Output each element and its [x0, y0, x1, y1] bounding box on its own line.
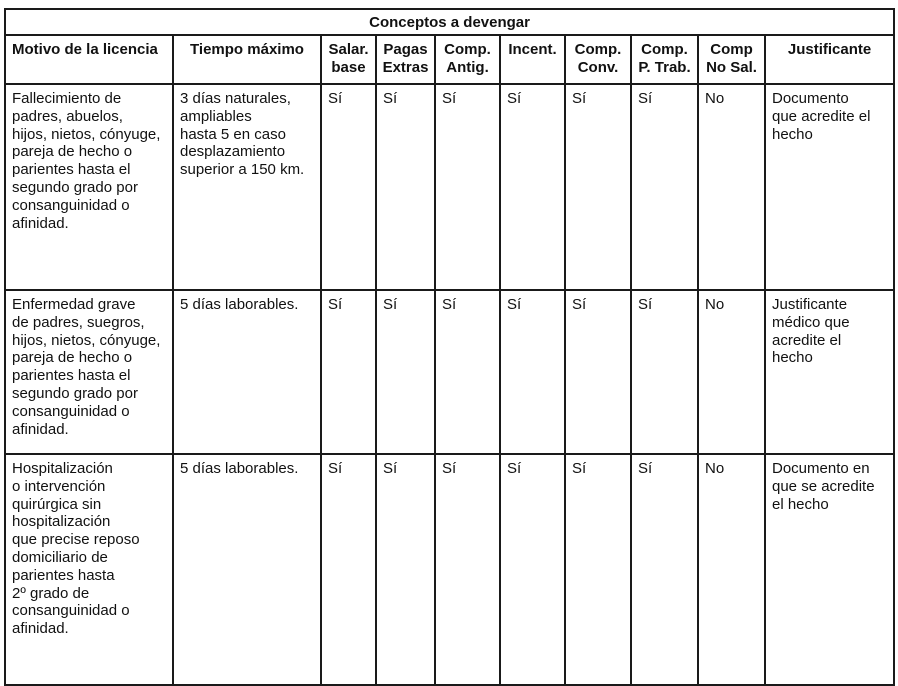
col-comp-conv: Comp. Conv. [564, 34, 632, 85]
column-header-row: Motivo de la licencia Tiempo máximo Sala… [4, 34, 896, 85]
cell: Sí [320, 83, 377, 291]
cell: Sí [630, 289, 699, 455]
col-incent: Incent. [499, 34, 566, 85]
cell: Sí [630, 83, 699, 291]
col-justificante: Justificante [763, 34, 896, 85]
col-salario-base: Salar. base [320, 34, 377, 85]
cell: Sí [375, 289, 436, 455]
col-comp-antig: Comp. Antig. [434, 34, 501, 85]
cell: Justificante médico que acredite el hech… [763, 289, 896, 455]
cell: Sí [434, 83, 501, 291]
cell: Sí [564, 83, 632, 291]
cell: Sí [320, 453, 377, 686]
table-row: Hospitalización o intervención quirúrgic… [4, 453, 896, 686]
licencias-table: Conceptos a devengar Motivo de la licenc… [3, 8, 896, 686]
table-row: Enfermedad grave de padres, suegros, hij… [4, 289, 896, 455]
cell: Documento que acredite el hecho [763, 83, 896, 291]
cell: Sí [375, 83, 436, 291]
cell: 3 días naturales, ampliables hasta 5 en … [172, 83, 322, 291]
cell: Hospitalización o intervención quirúrgic… [4, 453, 174, 686]
cell: Fallecimiento de padres, abuelos, hijos,… [4, 83, 174, 291]
cell: Sí [564, 453, 632, 686]
cell: Sí [375, 453, 436, 686]
table-row: Fallecimiento de padres, abuelos, hijos,… [4, 83, 896, 291]
col-tiempo: Tiempo máximo [172, 34, 322, 85]
col-comp-nosal: Comp No Sal. [697, 34, 766, 85]
cell: Sí [434, 453, 501, 686]
cell: Sí [499, 83, 566, 291]
cell: No [697, 289, 766, 455]
col-comp-ptrab: Comp. P. Trab. [630, 34, 699, 85]
cell: Enfermedad grave de padres, suegros, hij… [4, 289, 174, 455]
group-header-row: Conceptos a devengar [3, 8, 896, 36]
col-pagas-extras: Pagas Extras [375, 34, 436, 85]
cell: Sí [499, 453, 566, 686]
cell: Sí [434, 289, 501, 455]
cell: No [697, 83, 766, 291]
cell: Sí [499, 289, 566, 455]
cell: Sí [630, 453, 699, 686]
cell: 5 días laborables. [172, 453, 322, 686]
cell: 5 días laborables. [172, 289, 322, 455]
cell: Documento en que se acredite el hecho [763, 453, 896, 686]
col-motivo: Motivo de la licencia [4, 34, 174, 85]
cell: Sí [320, 289, 377, 455]
group-header: Conceptos a devengar [3, 8, 896, 36]
cell: Sí [564, 289, 632, 455]
cell: No [697, 453, 766, 686]
